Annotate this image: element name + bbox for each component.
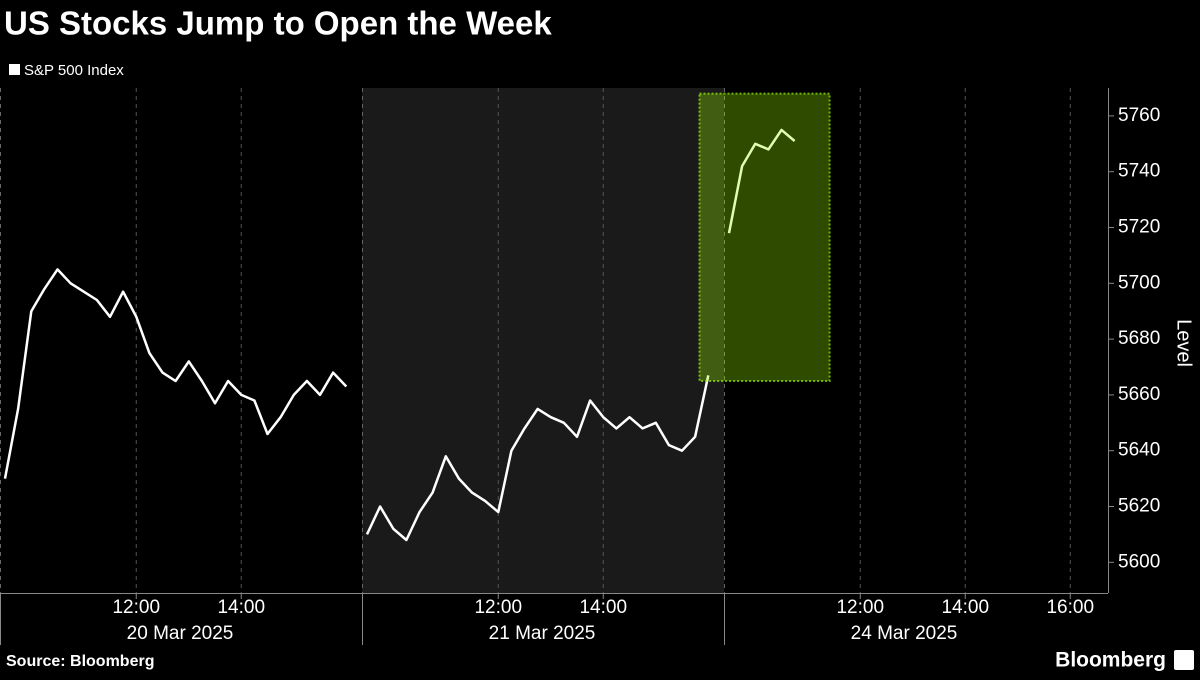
legend-label: S&P 500 Index xyxy=(24,62,124,79)
y-tick-label: 5660 xyxy=(1118,384,1160,405)
x-tick-label: 16:00 xyxy=(1046,597,1094,618)
y-tick-label: 5680 xyxy=(1118,328,1160,349)
chart-title: US Stocks Jump to Open the Week xyxy=(4,5,552,42)
y-tick-label: 5600 xyxy=(1118,551,1160,572)
x-tick-label: 14:00 xyxy=(579,597,627,618)
brand: Bloomberg xyxy=(1055,649,1166,672)
y-tick-label: 5720 xyxy=(1118,217,1160,238)
y-tick-label: 5620 xyxy=(1118,496,1160,517)
x-day-label: 24 Mar 2025 xyxy=(851,623,958,644)
x-tick-label: 12:00 xyxy=(112,597,160,618)
y-tick-label: 5700 xyxy=(1118,272,1160,293)
legend-swatch xyxy=(9,64,20,75)
y-tick-label: 5760 xyxy=(1118,105,1160,126)
plot xyxy=(3,128,796,542)
y-axis-label: Level xyxy=(1173,319,1195,367)
x-day-label: 21 Mar 2025 xyxy=(489,623,596,644)
x-tick-label: 12:00 xyxy=(836,597,884,618)
axes: 20 Mar 2025 21 Mar 2025 24 Mar 2025 12:00 14… xyxy=(0,88,1160,645)
x-tick-label: 12:00 xyxy=(474,597,522,618)
brand-icon xyxy=(1174,650,1194,670)
source: Source: Bloomberg xyxy=(6,653,154,670)
series-line xyxy=(3,128,796,542)
highlight-box xyxy=(698,92,831,382)
y-tick-label: 5640 xyxy=(1118,440,1160,461)
x-tick-label: 14:00 xyxy=(941,597,989,618)
x-day-label: 20 Mar 2025 xyxy=(127,623,234,644)
y-tick-label: 5740 xyxy=(1118,161,1160,182)
highlight-layer xyxy=(698,92,831,382)
x-tick-label: 14:00 xyxy=(217,597,265,618)
